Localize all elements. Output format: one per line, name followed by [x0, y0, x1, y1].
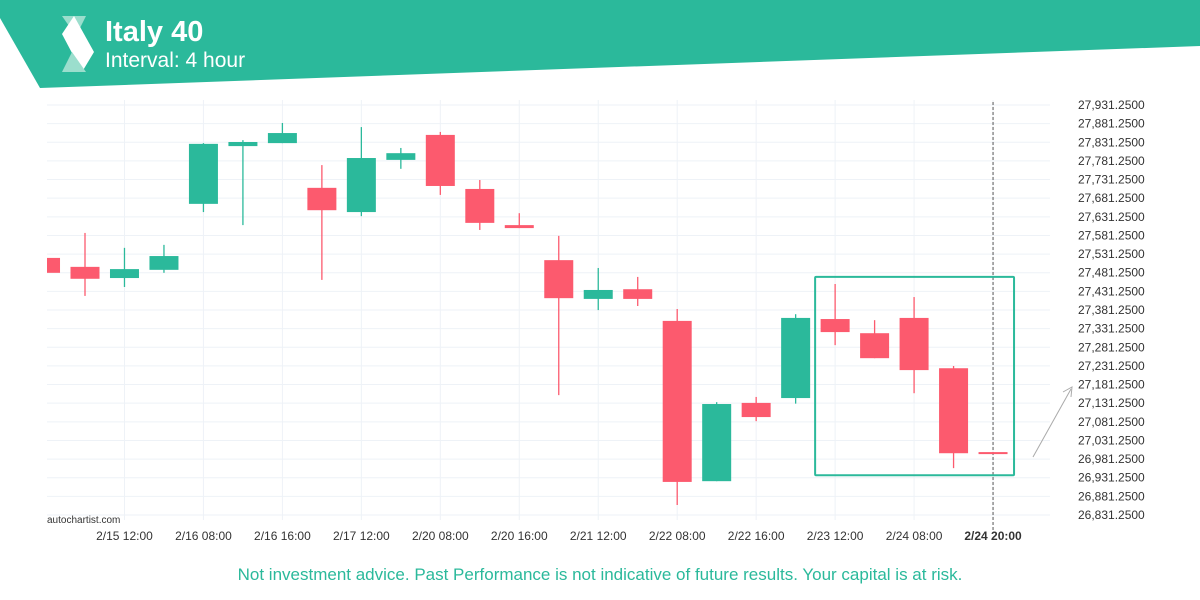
- y-tick-label: 27,681.2500: [1078, 191, 1145, 205]
- y-tick-label: 27,781.2500: [1078, 154, 1145, 168]
- y-tick-label: 27,731.2500: [1078, 173, 1145, 187]
- y-tick-label: 27,131.2500: [1078, 396, 1145, 410]
- y-tick-label: 27,831.2500: [1078, 135, 1145, 149]
- y-tick-label: 27,631.2500: [1078, 210, 1145, 224]
- candle-bullish: [228, 141, 258, 147]
- interval-label: Interval: 4 hour: [105, 49, 246, 72]
- instrument-title: Italy 40: [105, 16, 204, 48]
- y-tick-label: 27,481.2500: [1078, 266, 1145, 280]
- forecast-arrowhead-icon: [1062, 386, 1073, 398]
- x-tick-label: 2/20 16:00: [491, 529, 548, 543]
- candle-bullish: [583, 289, 613, 299]
- y-tick-label: 27,931.2500: [1078, 98, 1145, 112]
- candle-bullish: [109, 269, 139, 279]
- candle-bearish: [860, 333, 890, 359]
- candle-bearish: [465, 188, 495, 223]
- x-tick-label: 2/22 16:00: [728, 529, 785, 543]
- forecast-arrow-icon: [1032, 388, 1072, 458]
- y-tick-label: 27,081.2500: [1078, 415, 1145, 429]
- x-tick-label: 2/24 20:00: [964, 529, 1022, 543]
- candle-bullish: [346, 158, 376, 213]
- header-banner: [0, 0, 1200, 88]
- autochartist-logo-icon: [62, 16, 94, 72]
- candle-bearish: [978, 452, 1008, 455]
- x-tick-label: 2/17 12:00: [333, 529, 390, 543]
- watermark: autochartist.com: [47, 515, 121, 526]
- y-tick-label: 27,281.2500: [1078, 340, 1145, 354]
- y-tick-label: 27,431.2500: [1078, 284, 1145, 298]
- x-tick-label: 2/21 12:00: [570, 529, 627, 543]
- x-tick-label: 2/20 08:00: [412, 529, 469, 543]
- y-tick-label: 26,881.2500: [1078, 489, 1145, 503]
- candle-bearish: [425, 134, 455, 186]
- y-tick-label: 27,531.2500: [1078, 247, 1145, 261]
- candle-bullish: [702, 404, 732, 482]
- candle-bearish: [741, 402, 771, 418]
- y-tick-label: 27,881.2500: [1078, 117, 1145, 131]
- candle-bearish: [544, 260, 574, 299]
- y-tick-label: 27,231.2500: [1078, 359, 1145, 373]
- x-tick-label: 2/16 16:00: [254, 529, 311, 543]
- disclaimer: Not investment advice. Past Performance …: [237, 565, 963, 584]
- candle-bearish: [623, 289, 653, 299]
- y-tick-label: 27,331.2500: [1078, 322, 1145, 336]
- candle-bearish: [47, 257, 61, 273]
- candle-bearish: [939, 368, 969, 454]
- candlestick-chart: 27,931.2500 27,881.2500 27,831.2500 27,781.…: [47, 98, 1145, 543]
- x-tick-label: 2/24 08:00: [886, 529, 943, 543]
- x-tick-label: 2/15 12:00: [96, 529, 153, 543]
- candle-bearish: [70, 266, 100, 279]
- y-tick-label: 27,581.2500: [1078, 228, 1145, 242]
- candles: [47, 122, 1008, 506]
- pattern-box: [814, 275, 1016, 477]
- y-tick-label: 26,831.2500: [1078, 508, 1145, 522]
- candle-bullish: [267, 133, 297, 144]
- candle-bullish: [149, 256, 179, 270]
- candle-bearish: [662, 320, 692, 482]
- candle-bearish: [820, 319, 850, 333]
- candle-bullish: [781, 317, 811, 399]
- y-tick-label: 27,381.2500: [1078, 303, 1145, 317]
- y-tick-label: 26,931.2500: [1078, 471, 1145, 485]
- candle-bullish: [386, 153, 416, 160]
- x-tick-label: 2/16 08:00: [175, 529, 232, 543]
- candle-bearish: [899, 317, 929, 371]
- candle-bullish: [188, 143, 218, 204]
- x-tick-label: 2/23 12:00: [807, 529, 864, 543]
- candle-bearish: [307, 187, 337, 211]
- x-tick-label: 2/22 08:00: [649, 529, 706, 543]
- y-tick-label: 26,981.2500: [1078, 452, 1145, 466]
- y-tick-label: 27,031.2500: [1078, 433, 1145, 447]
- candle-bearish: [504, 225, 534, 229]
- y-tick-label: 27,181.2500: [1078, 378, 1145, 392]
